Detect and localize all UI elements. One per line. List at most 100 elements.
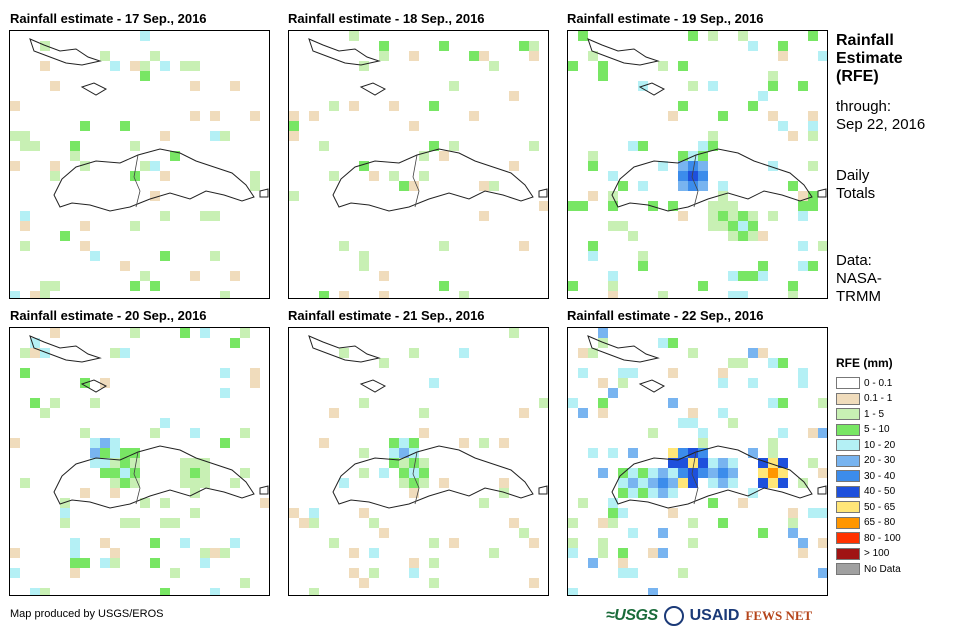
- side-title: Rainfall Estimate (RFE): [836, 32, 903, 86]
- rain-cell: [130, 518, 140, 528]
- rain-cell: [130, 171, 140, 181]
- rain-cell: [618, 181, 628, 191]
- rain-cell: [240, 578, 250, 588]
- rain-cell: [80, 558, 90, 568]
- panel-title-sep18: Rainfall estimate - 18 Sep., 2016: [288, 11, 485, 26]
- rain-cell: [698, 151, 708, 161]
- legend-item: No Data: [836, 562, 901, 576]
- rain-cell: [708, 221, 718, 231]
- coastline: [308, 38, 381, 66]
- rain-cell: [110, 548, 120, 558]
- rain-cell: [429, 558, 439, 568]
- rain-cell: [30, 398, 40, 408]
- rain-cell: [469, 111, 479, 121]
- rain-cell: [798, 81, 808, 91]
- rain-cell: [768, 458, 778, 468]
- rain-cell: [608, 388, 618, 398]
- rain-cell: [100, 438, 110, 448]
- coastline: [538, 485, 548, 495]
- rain-cell: [20, 141, 30, 151]
- rain-cell: [608, 171, 618, 181]
- rain-cell: [698, 161, 708, 171]
- rain-cell: [120, 448, 130, 458]
- rain-cell: [648, 588, 658, 595]
- rain-cell: [30, 141, 40, 151]
- legend-swatch: [836, 454, 860, 467]
- rain-cell: [688, 418, 698, 428]
- rain-cell: [678, 61, 688, 71]
- rain-cell: [60, 518, 70, 528]
- rain-cell: [429, 578, 439, 588]
- legend-swatch: [836, 547, 860, 560]
- rain-cell: [638, 251, 648, 261]
- coastline: [359, 379, 387, 393]
- rain-cell: [788, 181, 798, 191]
- legend-swatch: [836, 516, 860, 529]
- rain-cell: [210, 111, 220, 121]
- rain-cell: [748, 211, 758, 221]
- rain-cell: [519, 528, 529, 538]
- rain-cell: [808, 121, 818, 131]
- rain-cell: [100, 448, 110, 458]
- rain-cell: [648, 548, 658, 558]
- coastline: [638, 82, 666, 96]
- country-border: [133, 451, 141, 505]
- rain-cell: [588, 348, 598, 358]
- legend-title: RFE (mm): [836, 356, 893, 370]
- rain-cell: [150, 558, 160, 568]
- rain-cell: [200, 458, 210, 468]
- rain-cell: [658, 468, 668, 478]
- rain-cell: [399, 468, 409, 478]
- rain-cell: [708, 31, 718, 41]
- rain-cell: [369, 568, 379, 578]
- legend-item: 5 - 10: [836, 423, 890, 437]
- rain-cell: [339, 348, 349, 358]
- rain-cell: [658, 161, 668, 171]
- rain-cell: [668, 368, 678, 378]
- rain-cell: [608, 508, 618, 518]
- rain-cell: [718, 408, 728, 418]
- rain-cell: [608, 281, 618, 291]
- rain-cell: [718, 368, 728, 378]
- rain-cell: [80, 121, 90, 131]
- rain-cell: [20, 478, 30, 488]
- rain-cell: [110, 478, 120, 488]
- rain-cell: [598, 538, 608, 548]
- rain-cell: [479, 438, 489, 448]
- coastline: [259, 485, 269, 495]
- legend-label: 30 - 40: [864, 470, 896, 482]
- rain-cell: [678, 101, 688, 111]
- rain-cell: [758, 261, 768, 271]
- rain-cell: [708, 468, 718, 478]
- rain-cell: [20, 368, 30, 378]
- rain-cell: [788, 291, 798, 298]
- rain-cell: [100, 558, 110, 568]
- rain-cell: [120, 478, 130, 488]
- rain-cell: [568, 538, 578, 548]
- rain-cell: [678, 458, 688, 468]
- rain-cell: [678, 478, 688, 488]
- rain-cell: [140, 161, 150, 171]
- rain-cell: [160, 61, 170, 71]
- rain-cell: [788, 528, 798, 538]
- rain-cell: [768, 71, 778, 81]
- rain-cell: [399, 438, 409, 448]
- rain-cell: [768, 211, 778, 221]
- rain-cell: [568, 281, 578, 291]
- rain-cell: [628, 568, 638, 578]
- rain-cell: [758, 91, 768, 101]
- rain-cell: [70, 548, 80, 558]
- rain-cell: [718, 181, 728, 191]
- rain-cell: [568, 201, 578, 211]
- rain-cell: [30, 588, 40, 595]
- rain-cell: [588, 51, 598, 61]
- rain-cell: [329, 408, 339, 418]
- rain-cell: [339, 291, 349, 298]
- legend-swatch: [836, 470, 860, 482]
- rain-cell: [409, 568, 419, 578]
- side-title-line1: Rainfall: [836, 32, 894, 49]
- rain-cell: [250, 171, 260, 181]
- rain-cell: [628, 528, 638, 538]
- rain-cell: [20, 348, 30, 358]
- rain-cell: [329, 538, 339, 548]
